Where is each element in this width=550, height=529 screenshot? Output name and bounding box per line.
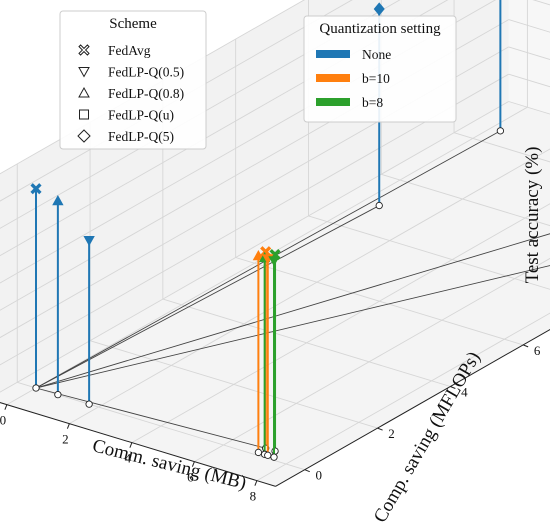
gridline-x-floor (194, 257, 550, 463)
legend-marker-fedlp-q-0.5 (78, 67, 90, 78)
quantization-legend: Quantization setting None b=10 b=8 (303, 15, 457, 123)
x-tick-label: 2 (62, 432, 69, 447)
stem-base-point (264, 451, 272, 459)
y-tick-label: 0 (316, 468, 323, 483)
stem-base-point (32, 384, 40, 392)
stem-base-point (254, 448, 263, 457)
quantization-legend-swatch (316, 74, 350, 82)
y-tick-mark (377, 427, 383, 431)
y-tick-label: 2 (388, 426, 395, 441)
legend-marker-fedavg (78, 44, 90, 56)
gridline-y-floor (453, 132, 550, 163)
x-tick-label: 0 (0, 413, 6, 428)
x-tick-mark (4, 404, 8, 410)
link-lines (35, 130, 550, 449)
stem-base-point (496, 127, 505, 135)
gridline-z-side (0, 0, 449, 257)
x-tick-label: 4 (125, 451, 132, 466)
scheme-legend: Scheme FedAvg FedLP-Q(0.5) FedLP-Q(0.8) Fed… (59, 10, 207, 150)
scheme-legend-box (59, 10, 207, 150)
scheme-legend-label: FedLP-Q(0.5) (108, 65, 184, 80)
legend-marker-fedlp-q-5 (77, 129, 91, 143)
quantization-legend-box (303, 15, 457, 123)
gridline-z-side (0, 0, 353, 202)
back-pane (508, 0, 550, 115)
quantization-legend-label: None (362, 47, 391, 62)
scheme-legend-label: FedAvg (108, 43, 151, 58)
legend-marker-fedlp-q-0.8 (78, 86, 90, 98)
marker-fedavg (30, 183, 42, 195)
y-tick-mark (450, 386, 456, 389)
marker-fedlp-q-5 (373, 2, 385, 16)
scheme-legend-label: FedLP-Q(u) (108, 108, 174, 123)
y-axis-line (275, 328, 550, 487)
quantization-legend-swatch (316, 50, 350, 58)
quantization-legend-label: b=8 (362, 95, 383, 110)
scheme-legend-label: FedLP-Q(0.8) (108, 86, 184, 101)
scheme-legend-title: Scheme (109, 16, 157, 32)
y-tick-label: 6 (534, 343, 541, 358)
marker-fedlp-q-0.5 (268, 256, 280, 267)
gridline-y-floor (89, 340, 378, 429)
stem-base-point (54, 390, 62, 399)
stem-base-point (85, 400, 93, 408)
gridline-x-floor (131, 203, 550, 444)
gridline-y-floor (235, 257, 524, 346)
quantization-legend-label: b=10 (362, 71, 390, 86)
marker-fedlp-q-0.5 (83, 235, 95, 247)
y-tick-label: 4 (461, 385, 468, 400)
tick-labels: 0246802468101201020304050607080 (0, 343, 541, 504)
z-axis-title: Test accuracy (%) (522, 147, 543, 284)
scheme-legend-label: FedLP-Q(5) (108, 129, 174, 144)
gridline-y-floor (162, 298, 451, 387)
x-tick-mark (129, 442, 133, 448)
x-tick-mark (254, 480, 258, 486)
gridline-y-floor (308, 215, 550, 290)
stem-lines (30, 0, 505, 461)
gridline-z-side (0, 0, 401, 229)
link-line (35, 205, 380, 389)
link-line (35, 233, 550, 389)
y-tick-mark (522, 344, 529, 348)
quantization-legend-swatch (316, 98, 350, 106)
gridline-x-floor (69, 148, 550, 425)
y-tick-mark (304, 469, 310, 473)
link-line (35, 265, 550, 389)
marker-fedlp-q-0.8 (52, 194, 64, 206)
gridline-y-floor (381, 173, 550, 227)
stem-base-point (271, 447, 279, 455)
stem-base-point (270, 453, 278, 461)
gridline-x-floor (256, 312, 550, 482)
gridline-z-side (0, 101, 509, 393)
x-tick-label: 8 (250, 489, 257, 504)
x-tick-mark (191, 461, 195, 467)
link-line (35, 387, 266, 449)
x-tick-label: 6 (187, 470, 194, 485)
stem-base-point (375, 201, 383, 210)
quantization-legend-title: Quantization setting (319, 21, 441, 37)
x-tick-mark (66, 423, 70, 429)
legend-marker-fedlp-q-u (79, 109, 89, 120)
gridline-z-side (0, 73, 509, 366)
marker-fedlp-q-0.8 (252, 250, 265, 261)
